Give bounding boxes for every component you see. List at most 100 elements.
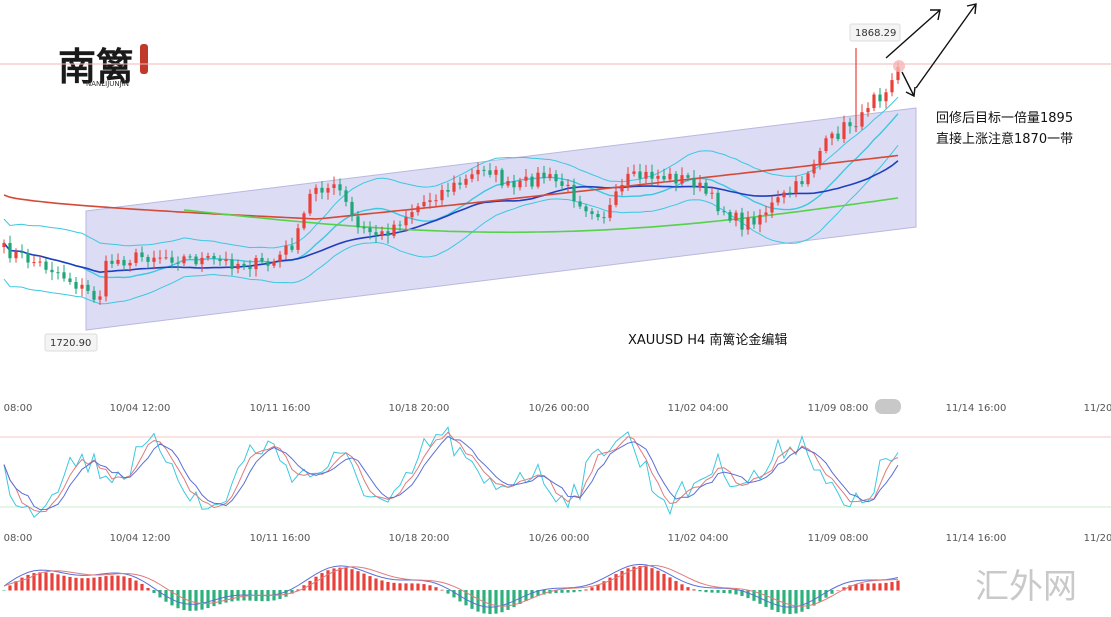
- candle: [254, 255, 258, 277]
- macd-bar: [560, 590, 564, 593]
- candle: [824, 135, 828, 154]
- macd-bar: [374, 578, 378, 591]
- candle: [188, 253, 192, 260]
- candle-body: [332, 184, 336, 189]
- candle-body: [434, 200, 438, 202]
- candle: [68, 272, 72, 285]
- x-tick-label: 10/26 00:00: [529, 403, 590, 414]
- candle-body: [464, 178, 468, 185]
- macd-bar: [656, 570, 660, 591]
- candle-body: [134, 252, 138, 263]
- candle-body: [782, 192, 786, 198]
- candle-body: [122, 259, 126, 266]
- candle: [278, 251, 282, 268]
- candle: [242, 261, 246, 271]
- time-axis-indicator: 08:00 10/04 12:00 10/11 16:00 10/18 20:00 10…: [4, 533, 1111, 544]
- macd-bar: [518, 590, 522, 605]
- candle: [500, 167, 504, 189]
- candle: [788, 186, 792, 198]
- candle: [2, 239, 6, 254]
- candle: [86, 279, 90, 294]
- candle: [128, 259, 132, 272]
- candle: [176, 256, 180, 271]
- candle-body: [740, 212, 744, 230]
- candle: [872, 92, 876, 112]
- candle-body: [308, 193, 312, 214]
- watermark: 汇外网: [975, 567, 1077, 607]
- price-channel: [85, 107, 917, 331]
- time-axis-main: 08:00 10/04 12:00 10/11 16:00 10/18 20:00 10…: [4, 403, 1111, 414]
- candle: [668, 167, 672, 183]
- macd-bar: [800, 590, 804, 612]
- candle-body: [80, 284, 84, 289]
- macd-bar: [476, 590, 480, 612]
- candle-body: [536, 172, 540, 187]
- candle: [614, 183, 618, 208]
- macd-bar: [296, 589, 300, 591]
- macd-bar: [308, 580, 312, 591]
- candle: [56, 266, 60, 280]
- candle: [152, 250, 156, 270]
- candle-body: [500, 169, 504, 186]
- candle-body: [488, 170, 492, 175]
- candle: [452, 175, 456, 196]
- macd-bar: [368, 576, 372, 591]
- candle-body: [362, 227, 366, 229]
- macd-bar: [644, 566, 648, 591]
- macd-bar: [788, 590, 792, 615]
- candle: [776, 190, 780, 206]
- macd-bar: [692, 589, 696, 591]
- macd-bar: [428, 585, 432, 591]
- candle: [98, 290, 102, 305]
- candle-body: [530, 176, 534, 187]
- candle: [782, 190, 786, 204]
- candle: [26, 248, 30, 269]
- macd-bar: [848, 585, 852, 591]
- candle-body: [392, 224, 396, 236]
- candle: [398, 220, 402, 233]
- candle: [440, 184, 444, 205]
- macd-bar: [722, 590, 726, 594]
- macd-bar: [854, 584, 858, 591]
- candle-body: [800, 181, 804, 185]
- candle-body: [710, 192, 714, 194]
- macd-bar: [704, 590, 708, 593]
- candle: [602, 211, 606, 224]
- macd-bar: [44, 572, 48, 591]
- candle: [332, 176, 336, 195]
- macd-bar: [872, 583, 876, 591]
- macd-bar: [608, 577, 612, 591]
- candle-body: [152, 257, 156, 262]
- candle-body: [110, 260, 114, 264]
- candle-body: [704, 182, 708, 194]
- candle: [92, 286, 96, 303]
- candle: [710, 187, 714, 200]
- macd-bar: [128, 577, 132, 591]
- candle: [548, 167, 552, 181]
- candle-body: [578, 201, 582, 207]
- candle-body: [278, 254, 282, 262]
- current-time-marker: [875, 399, 901, 414]
- candle: [590, 207, 594, 220]
- candle-body: [668, 173, 672, 180]
- candle-body: [386, 231, 390, 236]
- macd-bar: [152, 590, 156, 593]
- macd-bar: [56, 574, 60, 591]
- candle-body: [692, 177, 696, 188]
- candle: [842, 115, 846, 143]
- macd-bar: [110, 575, 114, 591]
- candle-body: [86, 284, 90, 291]
- low-price-label: 1720.90: [44, 333, 98, 352]
- high-price-label: 1868.29: [849, 23, 901, 42]
- candle-body: [680, 175, 684, 184]
- macd-bar: [542, 590, 546, 595]
- candle: [182, 254, 186, 267]
- macd-bar: [596, 584, 600, 591]
- candle: [248, 259, 252, 277]
- macd-bar: [830, 590, 834, 594]
- macd-bar: [764, 590, 768, 607]
- macd-bar: [446, 590, 450, 594]
- candle: [200, 252, 204, 272]
- candle: [230, 253, 234, 276]
